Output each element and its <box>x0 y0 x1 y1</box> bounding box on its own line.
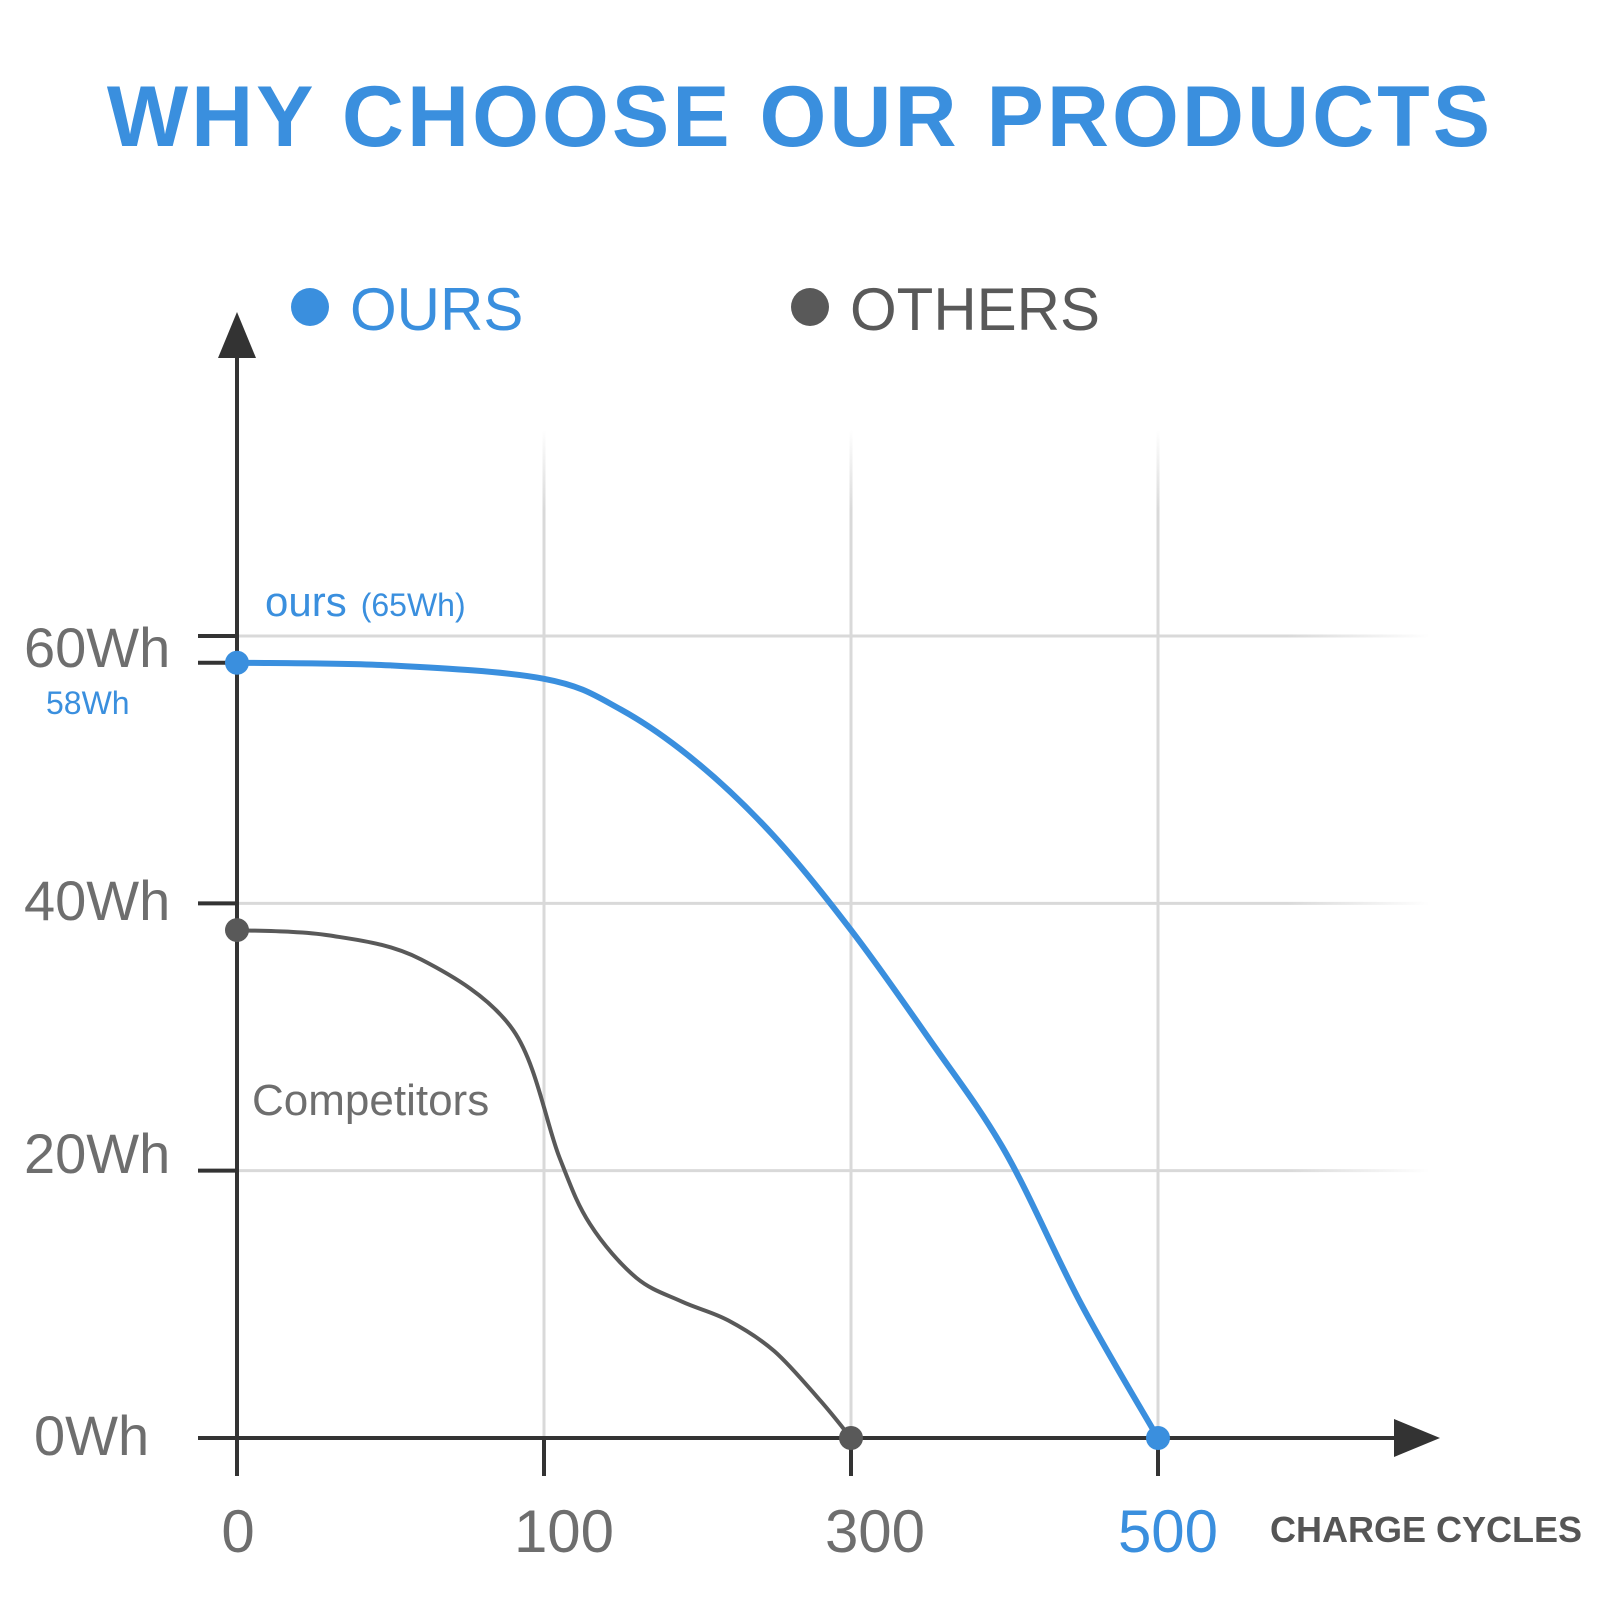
series-ours-line <box>236 659 1161 1440</box>
series-points <box>225 650 1170 1450</box>
y-tick-label-0wh: 0Wh <box>34 1404 149 1467</box>
legend-others-label: OTHERS <box>850 276 1100 343</box>
legend-ours-marker <box>291 288 329 326</box>
x-tick-labels: 0 100 300 <box>221 1498 925 1565</box>
ours-series-label: ours (65Wh) <box>265 578 466 625</box>
chart-title: WHY CHOOSE OUR PRODUCTS <box>106 69 1494 165</box>
x-tick-label-100: 100 <box>514 1498 614 1565</box>
y-tick-labels: 0Wh 20Wh 40Wh 60Wh <box>24 616 170 1467</box>
y-axis-arrow <box>218 312 256 358</box>
ours-series-label-sub: (65Wh) <box>361 587 466 623</box>
x-tick-label-300: 300 <box>825 1498 925 1565</box>
series-others-line <box>236 928 853 1440</box>
legend: OURS OTHERS <box>291 276 1100 343</box>
tick-marks <box>198 634 1160 1476</box>
y-tick-label-20wh: 20Wh <box>24 1122 170 1185</box>
x-tick-label-0: 0 <box>221 1498 254 1565</box>
legend-others-marker <box>791 288 829 326</box>
ours-start-point <box>225 650 249 675</box>
others-end-point <box>839 1426 863 1450</box>
x-tick-label-500: 500 <box>1118 1498 1218 1565</box>
legend-ours-label: OURS <box>350 276 523 343</box>
axes <box>218 312 1440 1457</box>
y-tick-label-60wh: 60Wh <box>24 616 170 679</box>
y-tick-label-40wh: 40Wh <box>24 869 170 932</box>
gridlines <box>236 429 1431 1439</box>
x-axis-title: CHARGE CYCLES <box>1270 1509 1582 1550</box>
others-start-point <box>225 918 249 943</box>
x-axis-arrow <box>1394 1419 1440 1457</box>
ours-end-point <box>1146 1426 1170 1450</box>
ours-series-label-main: ours <box>265 578 347 625</box>
others-series-label: Competitors <box>252 1076 489 1125</box>
ours-start-value-label: 58Wh <box>46 685 130 721</box>
